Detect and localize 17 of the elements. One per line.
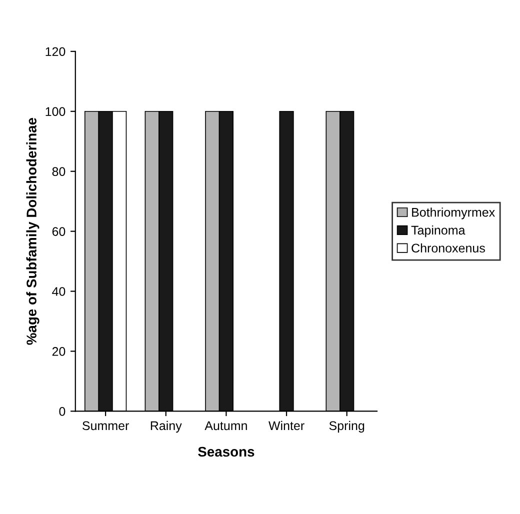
y-axis-title: %age of Subfamily Dolichoderinae: [26, 118, 40, 345]
x-tick-label: Winter: [268, 420, 304, 430]
x-axis-title: Seasons: [198, 446, 254, 457]
x-tick-label: Summer: [82, 421, 129, 430]
legend-label: Tapinoma: [411, 225, 466, 238]
x-tick-label: Autumn: [204, 421, 247, 430]
y-tick-label: 80: [52, 167, 66, 176]
legend-label: Chronoxenus: [412, 243, 485, 253]
y-tick-label: 0: [59, 407, 66, 416]
y-tick-label: 100: [46, 107, 66, 116]
x-tick-label: Rainy: [150, 420, 182, 433]
y-tick-label: 60: [52, 227, 66, 236]
legend-label: Bothriomyrmex: [412, 208, 495, 220]
y-tick-label: 40: [52, 287, 66, 296]
y-tick-label: 20: [52, 347, 66, 356]
x-tick-label: Spring: [329, 420, 364, 433]
y-tick-label: 120: [46, 47, 66, 56]
